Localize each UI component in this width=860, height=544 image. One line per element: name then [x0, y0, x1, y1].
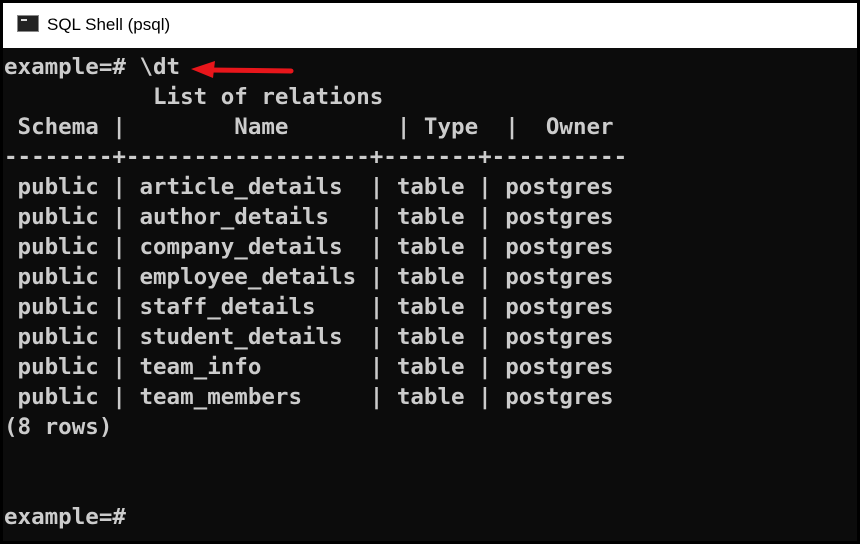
window-title: SQL Shell (psql) — [47, 15, 171, 34]
table-row: public | staff_details | table | postgre… — [4, 294, 614, 320]
table-separator: --------+------------------+-------+----… — [4, 144, 628, 170]
table-row: public | team_info | table | postgres — [4, 354, 614, 380]
blank-line — [4, 472, 627, 502]
blank-line — [4, 442, 627, 472]
table-row: public | team_members | table | postgres — [4, 384, 614, 410]
row-count: (8 rows) — [4, 414, 113, 440]
table-row: public | employee_details | table | post… — [4, 264, 614, 290]
title-bar: SQL Shell (psql) — [3, 3, 857, 48]
table-row: public | article_details | table | postg… — [4, 174, 614, 200]
table-row: public | student_details | table | postg… — [4, 324, 614, 350]
table-row: public | company_details | table | postg… — [4, 234, 614, 260]
table-title: List of relations — [4, 84, 384, 110]
terminal-output[interactable]: example=# \dt List of relations Schema |… — [4, 52, 627, 532]
prompt-line: example=# — [4, 504, 126, 530]
prompt-command-line: example=# \dt — [4, 54, 181, 80]
psql-window: SQL Shell (psql) example=# \dt List of r… — [3, 3, 857, 541]
table-row: public | author_details | table | postgr… — [4, 204, 614, 230]
red-arrow-icon — [191, 61, 294, 78]
table-header: Schema | Name | Type | Owner — [4, 114, 614, 140]
terminal-icon — [17, 15, 39, 32]
